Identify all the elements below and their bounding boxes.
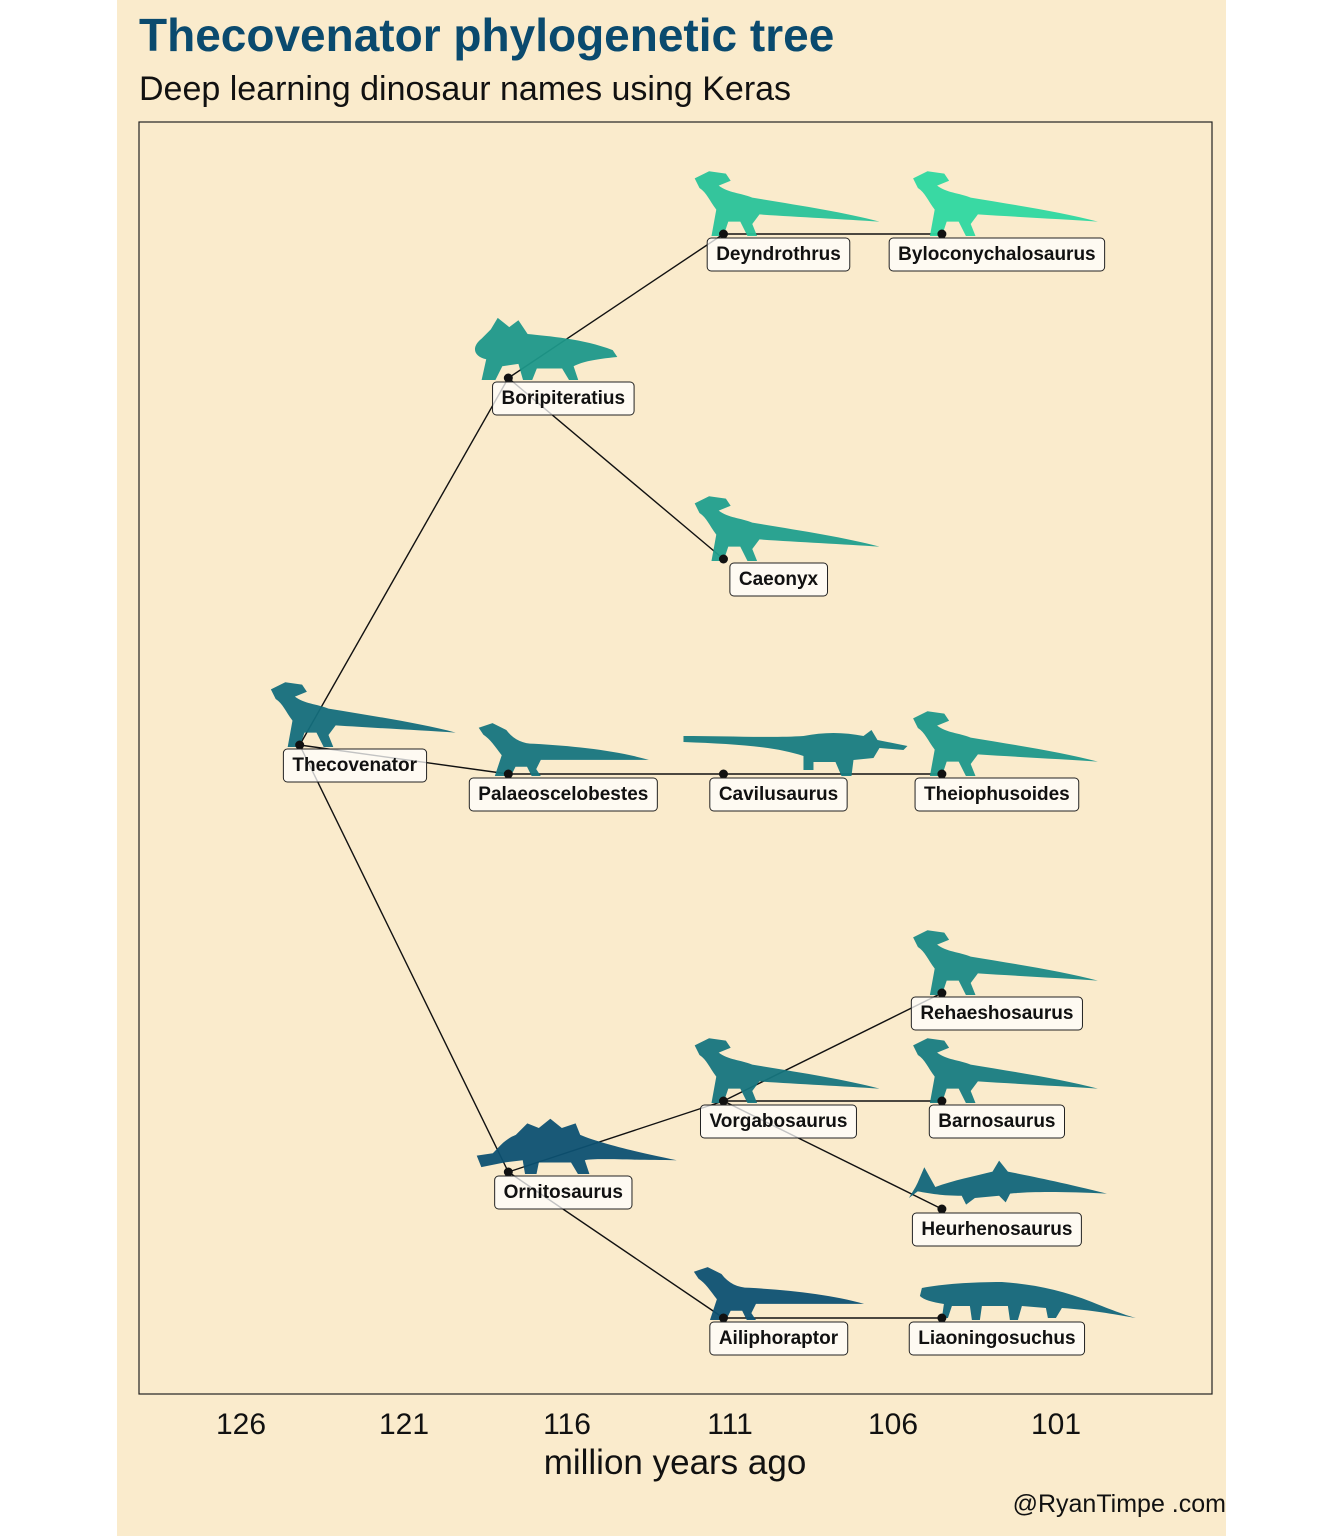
node-label-theiophusoides: Theiophusoides <box>914 777 1080 812</box>
node-label-text: Rehaeshosaurus <box>920 1003 1073 1024</box>
silhouette-thecovenator <box>270 682 456 747</box>
x-tick-label: 106 <box>868 1408 918 1441</box>
node-label-text: Barnosaurus <box>938 1111 1055 1132</box>
x-axis-ticks: 126 121 116 111 106 101 <box>216 1408 1081 1441</box>
node-point-deyndrothrus <box>718 229 728 239</box>
node-label-box <box>706 237 851 272</box>
node-point-ailiphoraptor <box>718 1313 728 1323</box>
node-points <box>295 229 947 1323</box>
x-tick-label: 116 <box>543 1408 591 1441</box>
node-label-text: Deyndrothrus <box>716 244 841 265</box>
node-point-boripiteratius <box>503 373 513 383</box>
x-tick-label: 121 <box>379 1408 429 1441</box>
chart-title: Thecovenator phylogenetic tree <box>139 9 835 61</box>
node-label-text: Boripiteratius <box>502 388 626 409</box>
node-label-text: Byloconychalosaurus <box>898 244 1095 265</box>
node-label-heurhenosaurus: Heurhenosaurus <box>911 1212 1082 1247</box>
node-label-box <box>282 748 428 783</box>
node-label-text: Caeonyx <box>739 569 819 590</box>
node-label-caeonyx: Caeonyx <box>729 562 829 597</box>
node-point-barnosaurus <box>937 1096 947 1106</box>
node-label-vorgabosaurus: Vorgabosaurus <box>699 1104 857 1139</box>
node-label-text: Cavilusaurus <box>719 784 838 805</box>
node-label-text: Ailiphoraptor <box>719 1328 839 1349</box>
node-label-text: Vorgabosaurus <box>709 1111 847 1132</box>
node-point-palaeoscelobestes <box>503 769 513 779</box>
node-label-text: Palaeoscelobestes <box>478 784 648 805</box>
node-label-box <box>709 777 848 812</box>
silhouette-caeonyx <box>694 496 880 561</box>
node-label-thecovenator: Thecovenator <box>282 748 428 783</box>
node-label-text: Theiophusoides <box>924 784 1070 805</box>
node-label-box <box>699 1104 857 1139</box>
chart-subtitle: Deep learning dinosaur names using Keras <box>139 70 792 108</box>
node-point-byloconychalosaurus <box>937 229 947 239</box>
silhouette-ornitosaurus <box>476 1118 677 1174</box>
caption: @RyanTimpe .com <box>1012 1490 1226 1518</box>
node-label-box <box>910 996 1083 1031</box>
node-label-boripiteratius: Boripiteratius <box>492 381 635 416</box>
silhouette-rehaeshosaurus <box>913 930 1098 995</box>
node-label-rehaeshosaurus: Rehaeshosaurus <box>910 996 1083 1031</box>
silhouette-cavilusaurus <box>683 730 908 776</box>
x-tick-label: 126 <box>216 1408 266 1441</box>
node-label-text: Thecovenator <box>292 755 417 776</box>
node-label-box <box>911 1212 1082 1247</box>
silhouette-heurhenosaurus <box>908 1160 1107 1205</box>
silhouette-deyndrothrus <box>694 171 880 236</box>
node-point-cavilusaurus <box>718 769 728 779</box>
node-label-deyndrothrus: Deyndrothrus <box>706 237 851 272</box>
node-label-box <box>729 562 829 597</box>
node-point-heurhenosaurus <box>937 1204 947 1214</box>
node-point-caeonyx <box>718 554 728 564</box>
silhouette-palaeoscelobestes <box>478 723 649 776</box>
silhouette-barnosaurus <box>913 1038 1098 1103</box>
node-point-liaoningosuchus <box>937 1313 947 1323</box>
silhouette-theiophusoides <box>913 711 1098 776</box>
node-label-text: Heurhenosaurus <box>921 1219 1072 1240</box>
node-label-box <box>492 381 635 416</box>
node-label-ornitosaurus: Ornitosaurus <box>494 1175 633 1210</box>
plot-border <box>138 121 1213 1395</box>
silhouette-byloconychalosaurus <box>913 171 1098 236</box>
node-label-palaeoscelobestes: Palaeoscelobestes <box>468 777 658 812</box>
node-point-thecovenator <box>295 740 305 750</box>
node-label-ailiphoraptor: Ailiphoraptor <box>709 1321 849 1356</box>
node-label-text: Ornitosaurus <box>504 1182 623 1203</box>
node-label-text: Liaoningosuchus <box>918 1328 1075 1349</box>
silhouette-boripiteratius <box>474 317 618 380</box>
node-label-cavilusaurus: Cavilusaurus <box>709 777 848 812</box>
tree-edge-vorgabosaurus-rehaeshosaurus <box>723 992 943 1102</box>
node-point-rehaeshosaurus <box>937 988 947 998</box>
node-label-box <box>914 777 1080 812</box>
node-label-box <box>468 777 658 812</box>
tree-edge-thecovenator-ornitosaurus <box>299 744 509 1173</box>
node-label-byloconychalosaurus: Byloconychalosaurus <box>888 237 1106 272</box>
node-label-box <box>888 237 1106 272</box>
silhouette-vorgabosaurus <box>694 1038 880 1103</box>
node-point-theiophusoides <box>937 769 947 779</box>
node-label-barnosaurus: Barnosaurus <box>928 1104 1066 1139</box>
x-tick-label: 101 <box>1031 1408 1081 1441</box>
tree-edge-thecovenator-boripiteratius <box>299 377 509 746</box>
node-labels: Thecovenator Boripiteratius Palaeoscelobes… <box>282 237 1106 1356</box>
silhouette-ailiphoraptor <box>693 1267 865 1320</box>
node-point-ornitosaurus <box>503 1167 513 1177</box>
node-label-box <box>908 1321 1086 1356</box>
node-label-liaoningosuchus: Liaoningosuchus <box>908 1321 1086 1356</box>
node-label-box <box>494 1175 633 1210</box>
x-axis-title: million years ago <box>543 1443 807 1482</box>
dinosaur-silhouettes <box>270 171 1136 1320</box>
node-label-box <box>709 1321 849 1356</box>
x-tick-label: 111 <box>707 1408 753 1441</box>
silhouette-liaoningosuchus <box>919 1282 1136 1320</box>
node-point-vorgabosaurus <box>718 1096 728 1106</box>
node-label-box <box>928 1104 1066 1139</box>
